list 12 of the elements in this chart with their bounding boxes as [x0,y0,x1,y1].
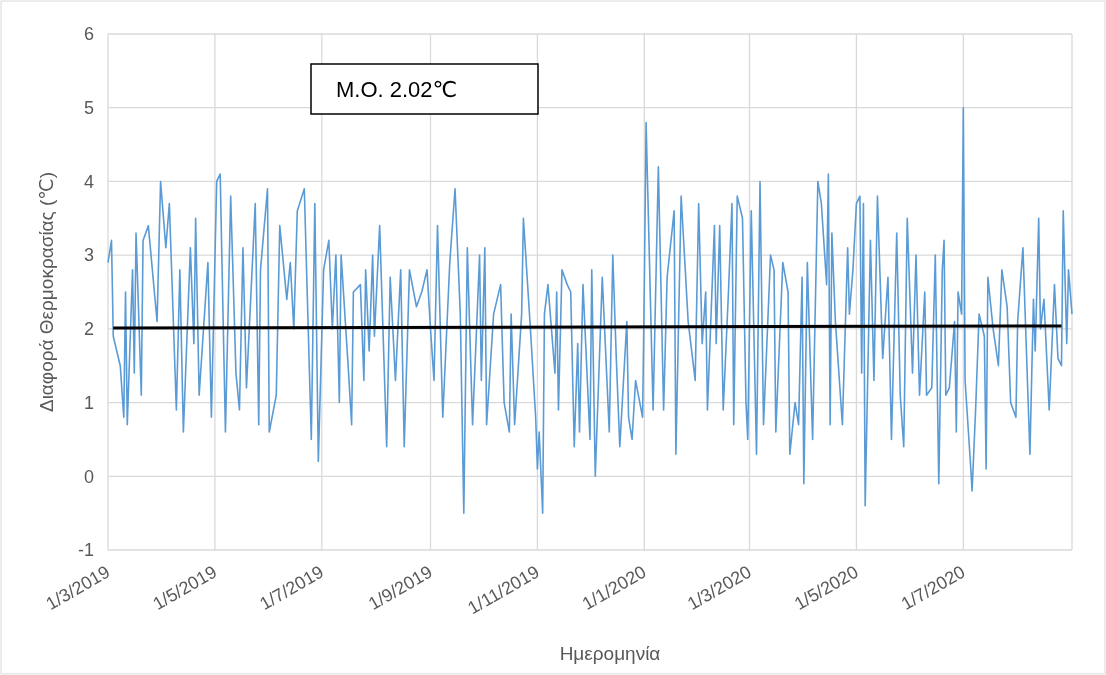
annotation: M.O. 2.02℃ [336,76,458,102]
y-tick-label: -1 [77,540,94,561]
y-tick-label: 6 [83,24,94,45]
line-series [107,106,1073,514]
x-axis-title: Ημερομηνία [559,643,661,664]
y-axis-title: Διαφορά Θερμοκρασίας (℃) [35,171,57,413]
y-tick-label: 3 [83,245,94,266]
y-tick-label: 5 [83,98,94,119]
y-tick-label: 0 [83,466,94,487]
y-tick-label: 4 [83,171,94,192]
y-tick-label: 1 [83,392,94,413]
y-tick-label: 2 [83,319,94,340]
